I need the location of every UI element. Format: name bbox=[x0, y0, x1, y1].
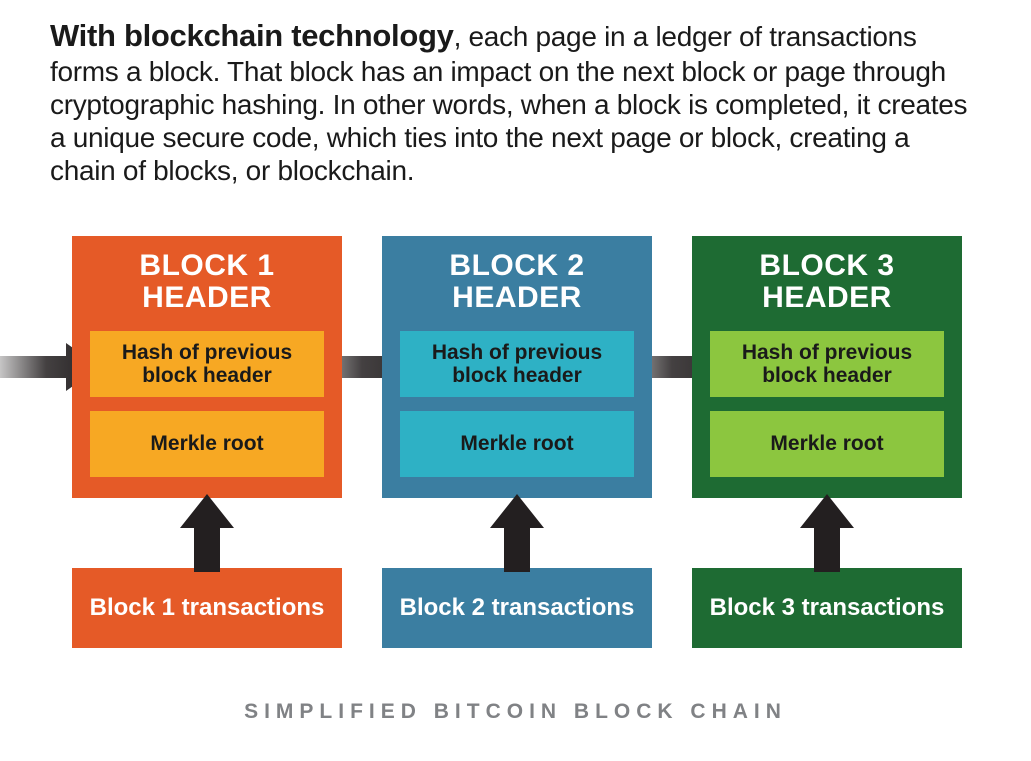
block-2-merkle-box: Merkle root bbox=[400, 411, 634, 477]
block-column-3: BLOCK 3 HEADER Hash of previous block he… bbox=[692, 236, 962, 648]
block-1-tx-label: Block 1 transactions bbox=[90, 595, 325, 621]
block-1-header-title: BLOCK 1 HEADER bbox=[90, 250, 324, 315]
block-1-hash-label: Hash of previous block header bbox=[100, 341, 314, 387]
block-1-tx-box: Block 1 transactions bbox=[72, 568, 342, 648]
block-column-2: BLOCK 2 HEADER Hash of previous block he… bbox=[382, 236, 652, 648]
block-3-hash-label: Hash of previous block header bbox=[720, 341, 934, 387]
block-column-1: BLOCK 1 HEADER Hash of previous block he… bbox=[72, 236, 342, 648]
block-1-header-box: BLOCK 1 HEADER Hash of previous block he… bbox=[72, 236, 342, 498]
block-2-merkle-label: Merkle root bbox=[460, 432, 573, 455]
block-2-hash-label: Hash of previous block header bbox=[410, 341, 624, 387]
block-2-tx-label: Block 2 transactions bbox=[400, 595, 635, 621]
intro-paragraph: With blockchain technology, each page in… bbox=[50, 18, 970, 187]
block-1-merkle-box: Merkle root bbox=[90, 411, 324, 477]
blockchain-diagram: BLOCK 1 HEADER Hash of previous block he… bbox=[0, 236, 1031, 716]
intro-lead: With blockchain technology bbox=[50, 18, 454, 53]
diagram-caption: SIMPLIFIED BITCOIN BLOCK CHAIN bbox=[0, 700, 1031, 724]
block-3-header-title: BLOCK 3 HEADER bbox=[710, 250, 944, 315]
block-3-header-box: BLOCK 3 HEADER Hash of previous block he… bbox=[692, 236, 962, 498]
block-3-merkle-label: Merkle root bbox=[770, 432, 883, 455]
block-3-tx-box: Block 3 transactions bbox=[692, 568, 962, 648]
block-3-merkle-box: Merkle root bbox=[710, 411, 944, 477]
block-3-tx-label: Block 3 transactions bbox=[710, 595, 945, 621]
block-1-hash-box: Hash of previous block header bbox=[90, 331, 324, 397]
block-2-hash-box: Hash of previous block header bbox=[400, 331, 634, 397]
block-1-merkle-label: Merkle root bbox=[150, 432, 263, 455]
block-2-tx-box: Block 2 transactions bbox=[382, 568, 652, 648]
block-2-header-title: BLOCK 2 HEADER bbox=[400, 250, 634, 315]
block-2-header-box: BLOCK 2 HEADER Hash of previous block he… bbox=[382, 236, 652, 498]
block-3-hash-box: Hash of previous block header bbox=[710, 331, 944, 397]
